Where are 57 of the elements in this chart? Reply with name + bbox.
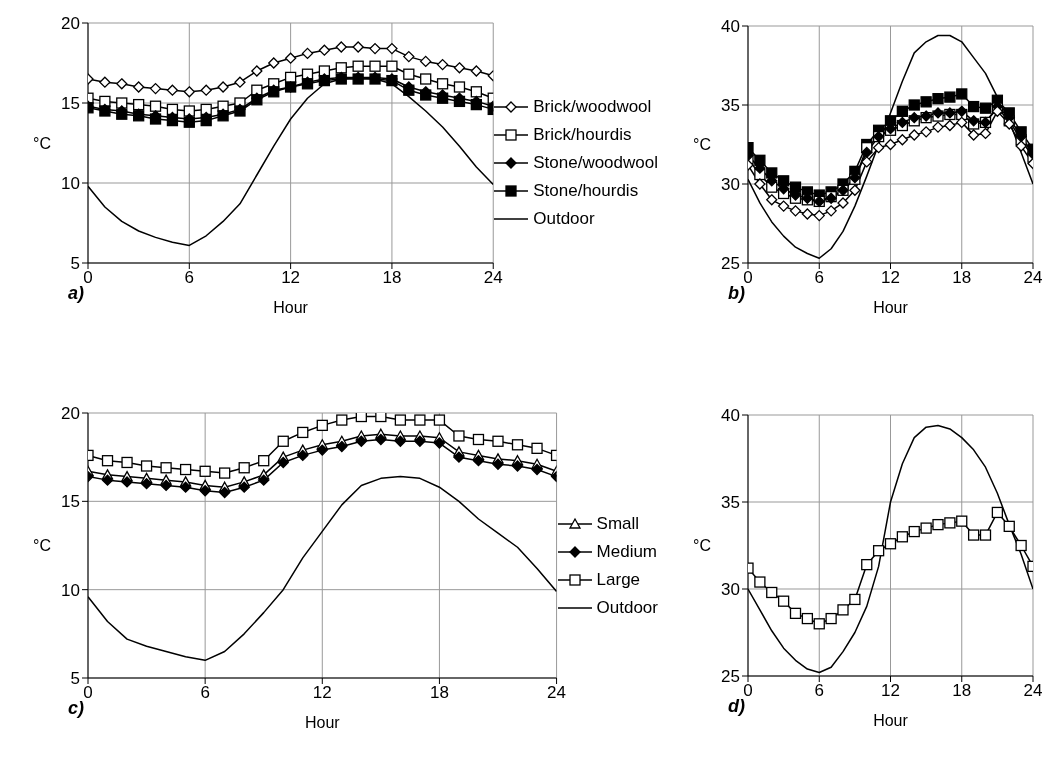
x-tick-label: 24	[1023, 268, 1043, 288]
y-tick-label: 15	[61, 94, 80, 114]
x-tick-label: 24	[547, 683, 567, 703]
x-tick-label: 6	[200, 683, 210, 703]
x-tick-label: 12	[312, 683, 332, 703]
x-tick-label: 18	[952, 681, 972, 701]
x-tick-label: 18	[382, 268, 402, 288]
x-tick-label: 18	[429, 683, 449, 703]
x-tick-label: 0	[743, 681, 753, 701]
legend-label: Stone/woodwool	[533, 152, 658, 174]
y-tick-label: 35	[721, 96, 740, 116]
x-axis-title: Hour	[873, 299, 909, 316]
x-tick-label: 12	[281, 268, 301, 288]
legend-label: Medium	[596, 540, 658, 563]
y-tick-label: 10	[61, 580, 80, 600]
x-tick-label: 6	[814, 681, 824, 701]
y-tick-label: 25	[721, 254, 740, 274]
x-axis-title: Hour	[304, 714, 341, 731]
legend-label: Outdoor	[596, 596, 658, 619]
text: c)	[68, 698, 85, 719]
y-axis-title: °C	[33, 537, 51, 555]
x-axis-title: Hour	[273, 299, 309, 316]
x-tick-label: 12	[881, 268, 900, 288]
y-tick-label: 25	[721, 667, 740, 687]
legend-label: Small	[596, 512, 640, 535]
x-tick-label: 12	[881, 681, 900, 701]
legend-label: Large	[596, 568, 641, 591]
text: d)	[728, 696, 745, 717]
y-tick-label: 15	[61, 492, 80, 512]
x-tick-label: 6	[184, 268, 195, 288]
y-tick-label: 30	[721, 175, 740, 195]
y-tick-label: 35	[721, 493, 740, 513]
x-tick-label: 0	[83, 683, 93, 703]
x-tick-label: 0	[743, 268, 753, 288]
legend-label: Outdoor	[533, 208, 595, 230]
y-axis-title: °C	[693, 537, 711, 555]
x-tick-label: 24	[483, 268, 503, 288]
legend-label: Stone/hourdis	[533, 180, 639, 202]
y-tick-label: 10	[61, 174, 80, 194]
y-tick-label: 40	[721, 406, 740, 426]
x-tick-label: 24	[1023, 681, 1043, 701]
legend-label: Brick/hourdis	[533, 124, 632, 146]
x-tick-label: 6	[814, 268, 824, 288]
y-tick-label: 20	[61, 404, 80, 424]
x-tick-label: 18	[952, 268, 972, 288]
y-tick-label: 40	[721, 17, 740, 37]
y-tick-label: 5	[70, 669, 80, 689]
legend-label: Brick/woodwool	[533, 96, 652, 118]
y-tick-label: 30	[721, 580, 740, 600]
y-axis-title: °C	[693, 136, 711, 154]
text: b)	[728, 283, 745, 304]
text: a)	[68, 283, 85, 304]
y-tick-label: 5	[70, 254, 80, 274]
x-axis-title: Hour	[873, 712, 909, 729]
y-axis-title: °C	[33, 134, 51, 152]
y-tick-label: 20	[61, 14, 80, 34]
x-tick-label: 0	[83, 268, 93, 288]
